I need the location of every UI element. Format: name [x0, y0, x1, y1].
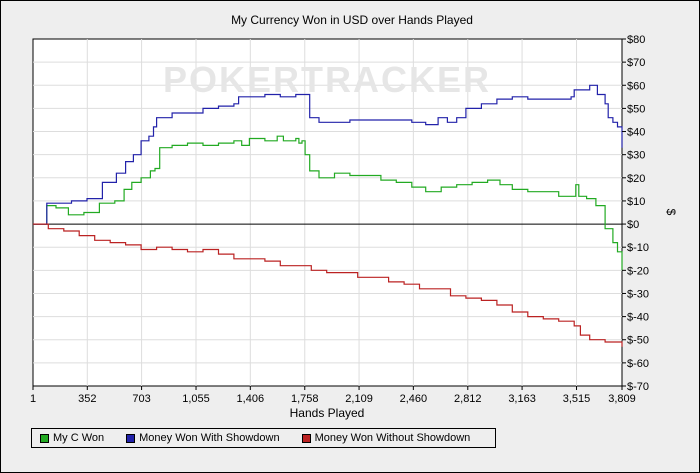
x-tick-label: 1,758 [291, 393, 319, 405]
legend-swatch [301, 433, 311, 443]
legend-item-1: My C Won [40, 432, 104, 444]
y-tick-label: $-20 [627, 265, 649, 277]
x-tick-label: 2,812 [454, 393, 482, 405]
y-tick-label: $60 [627, 80, 645, 92]
legend-swatch [126, 433, 136, 443]
x-tick-label: 352 [78, 393, 96, 405]
series-line-3 [33, 223, 623, 347]
x-tick-label: 3,809 [608, 393, 636, 405]
y-tick-label: $10 [627, 196, 645, 208]
legend-item-3: Money Won Without Showdown [301, 432, 471, 444]
y-axis-label: $ [664, 209, 678, 216]
y-tick-label: $20 [627, 173, 645, 185]
legend-label: My C Won [53, 432, 105, 444]
x-tick-label: 703 [132, 393, 150, 405]
y-tick-label: $80 [627, 34, 645, 46]
series-line-2 [33, 84, 623, 225]
y-tick-label: $70 [627, 57, 645, 69]
y-tick-label: $-50 [627, 335, 649, 347]
x-tick-label: 1,406 [237, 393, 265, 405]
series-line-1 [33, 135, 623, 271]
x-tick-label: 2,460 [400, 393, 428, 405]
watermark: POKERTRACKER [163, 59, 491, 100]
x-tick-label: 1,055 [182, 393, 210, 405]
y-tick-label: $40 [627, 127, 645, 139]
y-tick-label: $-10 [627, 242, 649, 254]
legend-label: Money Won With Showdown [139, 432, 280, 444]
legend-swatch [40, 433, 49, 443]
x-axis-label: Hands Played [290, 406, 365, 420]
y-axis-ticks: $80 $70 $60 $50 $40 $30 $20 $10 $0 $-10 $-20 $-30 $-… [622, 34, 649, 393]
series-layer [33, 84, 623, 347]
y-tick-label: $-60 [627, 358, 649, 370]
chart-title: My Currency Won in USD over Hands Played [231, 13, 473, 27]
grid [33, 39, 622, 386]
y-tick-label: $-70 [627, 381, 649, 393]
y-tick-label: $30 [627, 150, 645, 162]
x-tick-label: 3,163 [508, 393, 536, 405]
x-tick-label: 2,109 [345, 393, 373, 405]
legend: My C Won Money Won With Showdown Money Won… [31, 428, 496, 448]
x-tick-label: 1 [30, 393, 36, 405]
y-tick-label: $50 [627, 103, 645, 115]
legend-label: Money Won Without Showdown [314, 432, 471, 444]
legend-item-2: Money Won With Showdown [126, 432, 280, 444]
x-tick-label: 3,515 [563, 393, 591, 405]
y-tick-label: $0 [627, 219, 639, 231]
x-axis-ticks: 1 352 703 1,055 1,406 1,758 2,109 2,460 2,812 3,1… [30, 386, 636, 405]
y-tick-label: $-30 [627, 288, 649, 300]
y-tick-label: $-40 [627, 312, 649, 324]
